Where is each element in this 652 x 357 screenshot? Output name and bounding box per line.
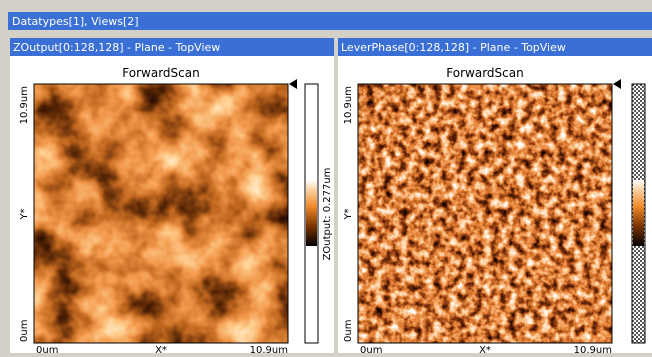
y-axis-label: Y* <box>19 208 30 220</box>
scan-title: ForwardScan <box>446 66 523 80</box>
scan-title: ForwardScan <box>122 66 199 80</box>
x-left-label: 0um <box>36 345 58 353</box>
view-title: LeverPhase[0:128,128] - Plane - TopView <box>341 41 566 54</box>
top-margin <box>0 0 652 12</box>
x-right-label: 10.9um <box>250 345 288 353</box>
x-axis-label: X* <box>155 345 167 353</box>
header-title: Datatypes[1], Views[2] <box>12 15 139 28</box>
view-title: ZOutput[0:128,128] - Plane - TopView <box>13 41 220 54</box>
page: Datatypes[1], Views[2] ZOutput[0:128,128… <box>0 0 652 353</box>
colorbar-gradient <box>633 180 644 246</box>
colorbar-label: ZOutput: 0.277um <box>322 168 333 261</box>
phase-image <box>358 84 612 343</box>
topography-image <box>34 84 288 343</box>
y-bottom-label: 0um <box>19 320 30 342</box>
x-axis-label: X* <box>479 345 491 353</box>
x-left-label: 0um <box>360 345 382 353</box>
y-bottom-label: 0um <box>343 320 354 342</box>
y-top-label: 10.9um <box>19 86 30 124</box>
y-top-label: 10.9um <box>343 86 354 124</box>
colorbar-gradient <box>306 180 317 246</box>
y-axis-label: Y* <box>343 208 354 220</box>
x-right-label: 10.9um <box>574 345 612 353</box>
app-window: Datatypes[1], Views[2] ZOutput[0:128,128… <box>0 0 652 353</box>
